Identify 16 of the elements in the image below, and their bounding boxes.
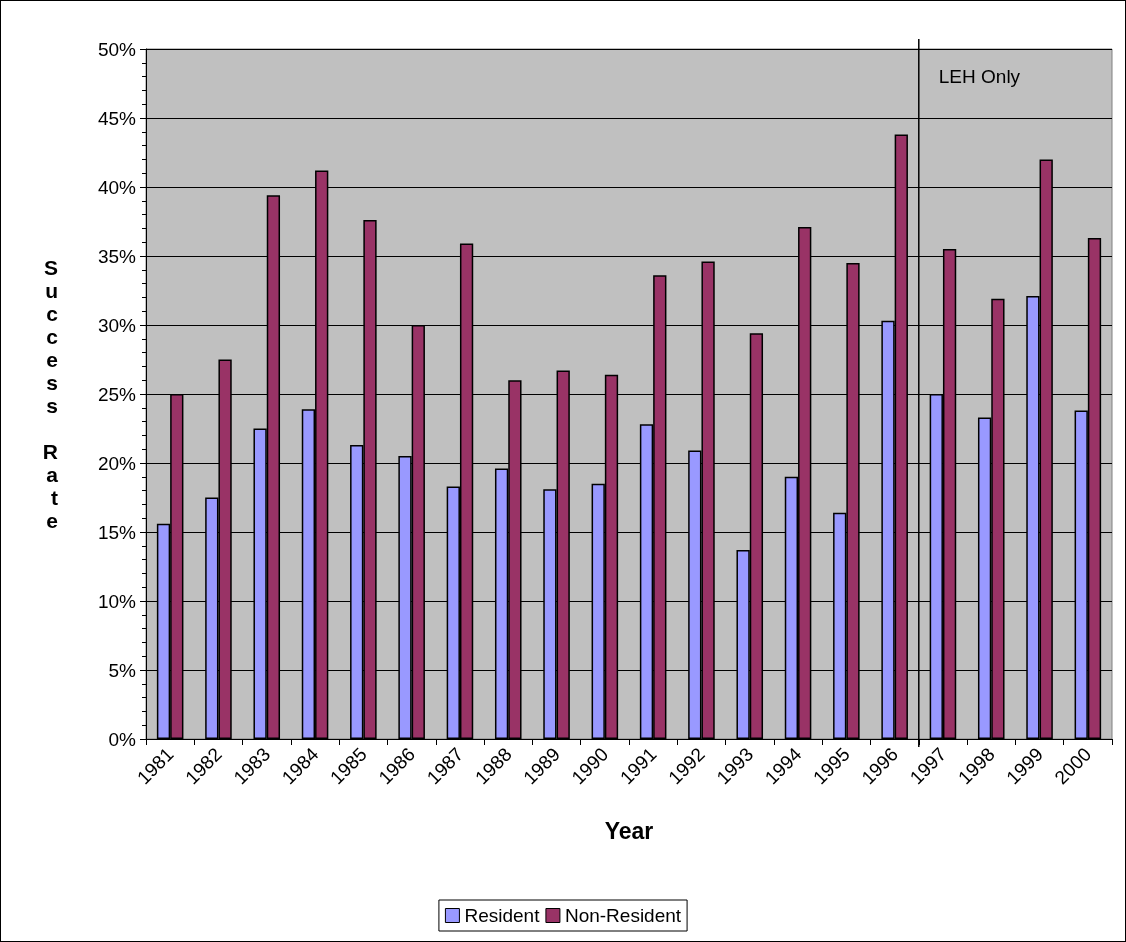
- y-tick-label: 15%: [97, 521, 137, 543]
- y-tick-label: 0%: [108, 728, 137, 750]
- y-tick-label: 25%: [97, 383, 137, 405]
- y-tick-label: 50%: [97, 38, 137, 60]
- x-axis-title: Year: [604, 817, 654, 844]
- legend-label: Non-Resident: [564, 905, 682, 926]
- y-tick-label: 40%: [97, 176, 137, 198]
- y-tick-label: 10%: [97, 590, 137, 612]
- y-tick-label: 30%: [97, 314, 137, 336]
- ref-line-label: LEH Only: [938, 66, 1021, 87]
- legend-label: Resident: [464, 905, 541, 926]
- y-tick-label: 5%: [108, 659, 137, 681]
- y-tick-label: 45%: [97, 107, 137, 129]
- text: Success Rate: [42, 256, 58, 532]
- y-tick-label: 20%: [97, 452, 137, 474]
- y-tick-label: 35%: [97, 245, 137, 267]
